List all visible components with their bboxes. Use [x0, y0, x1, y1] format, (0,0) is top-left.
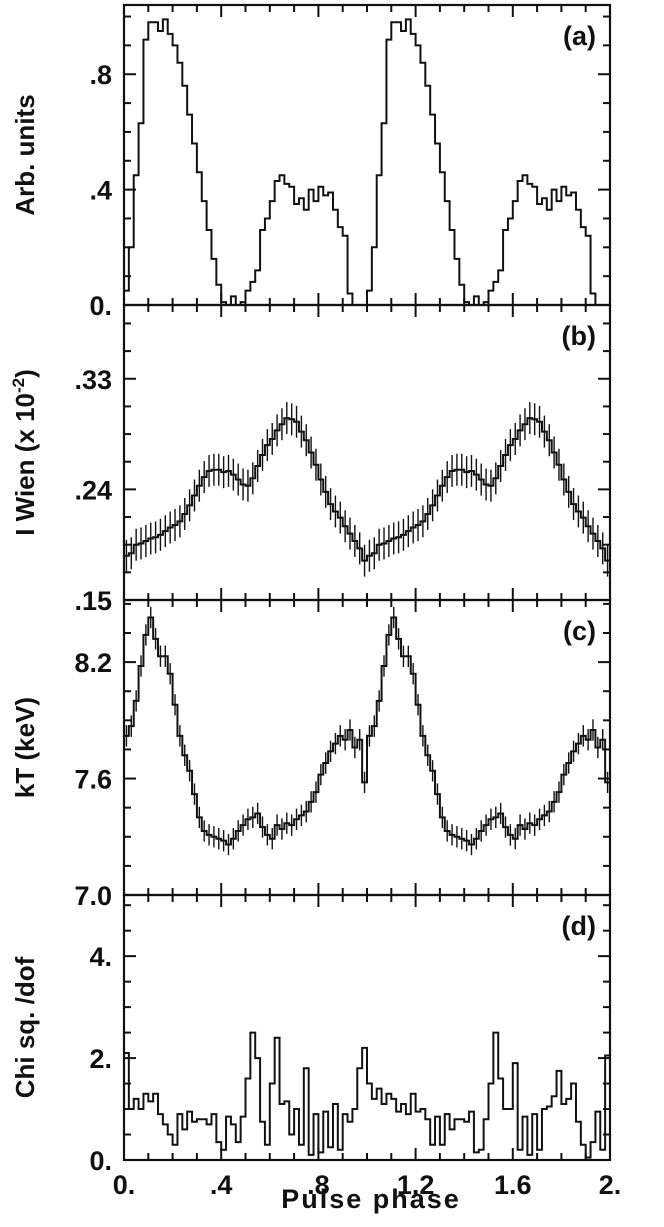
- y-tick-label: 4.: [89, 942, 112, 972]
- y-tick-label: .33: [74, 365, 112, 395]
- x-tick-label: 0.: [113, 1170, 136, 1200]
- y-axis-label: Chi sq. /dof: [10, 956, 40, 1098]
- data-series: [124, 417, 610, 562]
- x-tick-label: 2.: [599, 1170, 622, 1200]
- panels: 0. .4 .8 Arb. units (a) .15 .24 .33 I Wien (x 10…: [9, 3, 622, 1200]
- y-tick-label: .4: [89, 176, 112, 206]
- y-tick-label: .15: [74, 586, 112, 616]
- panel-c: 7.0 7.6 8.2 kT (keV) (c): [10, 598, 612, 911]
- y-axis-label: kT (keV): [10, 697, 40, 798]
- y-tick-label: 7.0: [74, 881, 112, 911]
- y-tick-label: 7.6: [74, 765, 112, 795]
- panel-label: (d): [562, 911, 596, 941]
- x-tick-label: .4: [210, 1170, 233, 1200]
- x-tick-label: 1.6: [494, 1170, 532, 1200]
- panel-label: (c): [563, 616, 596, 646]
- y-axis-label: Arb. units: [10, 94, 40, 215]
- x-axis-label: Pulse phase: [281, 1184, 461, 1214]
- x-axis: Pulse phase: [281, 1184, 461, 1214]
- panel-b: .15 .24 .33 I Wien (x 10-2) (b): [9, 303, 612, 616]
- panel-d: 0. 2. 4. Chi sq. /dof (d) 0. .4 .8 1.2 1.6 2.: [10, 893, 622, 1200]
- data-series: [124, 18, 610, 306]
- data-series: [124, 616, 610, 846]
- y-tick-label: 2.: [89, 1044, 112, 1074]
- y-axis-label: I Wien (x 10-2): [9, 369, 40, 536]
- y-tick-label: 0.: [89, 1146, 112, 1176]
- data-series: [124, 1031, 610, 1159]
- panel-label: (a): [563, 21, 596, 51]
- y-tick-label: .24: [74, 475, 112, 505]
- x-tick-label: .8: [307, 1170, 330, 1200]
- x-tick-label: 1.2: [397, 1170, 435, 1200]
- y-tick-label: 0.: [89, 291, 112, 321]
- y-tick-label: 8.2: [74, 648, 112, 678]
- y-tick-label: .8: [89, 60, 112, 90]
- panel-label: (b): [562, 321, 596, 351]
- panel-a: 0. .4 .8 Arb. units (a): [10, 3, 612, 321]
